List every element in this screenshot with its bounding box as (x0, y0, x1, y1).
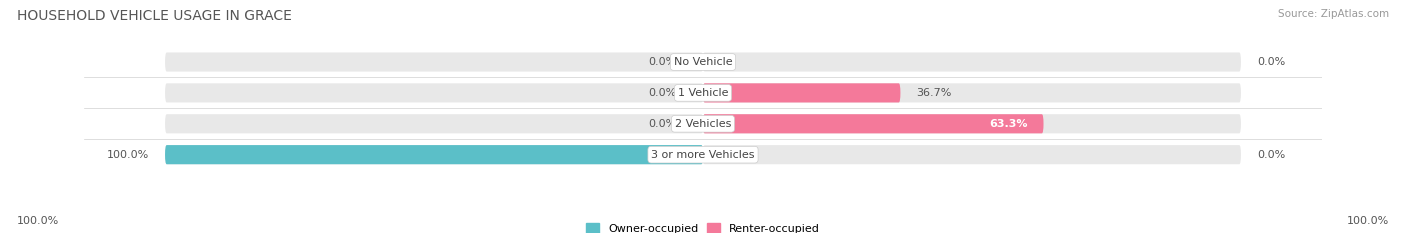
FancyBboxPatch shape (165, 52, 703, 72)
Text: 100.0%: 100.0% (107, 150, 149, 160)
Text: 100.0%: 100.0% (17, 216, 59, 226)
FancyBboxPatch shape (703, 83, 1241, 103)
Text: Source: ZipAtlas.com: Source: ZipAtlas.com (1278, 9, 1389, 19)
Text: 1 Vehicle: 1 Vehicle (678, 88, 728, 98)
Text: 0.0%: 0.0% (648, 57, 676, 67)
FancyBboxPatch shape (703, 114, 1241, 133)
Legend: Owner-occupied, Renter-occupied: Owner-occupied, Renter-occupied (581, 219, 825, 233)
Text: 0.0%: 0.0% (1257, 150, 1285, 160)
Text: 100.0%: 100.0% (1347, 216, 1389, 226)
Text: HOUSEHOLD VEHICLE USAGE IN GRACE: HOUSEHOLD VEHICLE USAGE IN GRACE (17, 9, 292, 23)
Text: 0.0%: 0.0% (648, 119, 676, 129)
Text: 36.7%: 36.7% (917, 88, 952, 98)
FancyBboxPatch shape (165, 83, 703, 103)
FancyBboxPatch shape (165, 145, 703, 164)
Text: 63.3%: 63.3% (988, 119, 1028, 129)
FancyBboxPatch shape (165, 114, 703, 133)
FancyBboxPatch shape (703, 114, 1043, 133)
FancyBboxPatch shape (703, 83, 900, 103)
Text: 0.0%: 0.0% (648, 88, 676, 98)
Text: No Vehicle: No Vehicle (673, 57, 733, 67)
FancyBboxPatch shape (703, 145, 1241, 164)
Text: 0.0%: 0.0% (1257, 57, 1285, 67)
Text: 3 or more Vehicles: 3 or more Vehicles (651, 150, 755, 160)
FancyBboxPatch shape (165, 145, 703, 164)
FancyBboxPatch shape (703, 52, 1241, 72)
Text: 2 Vehicles: 2 Vehicles (675, 119, 731, 129)
